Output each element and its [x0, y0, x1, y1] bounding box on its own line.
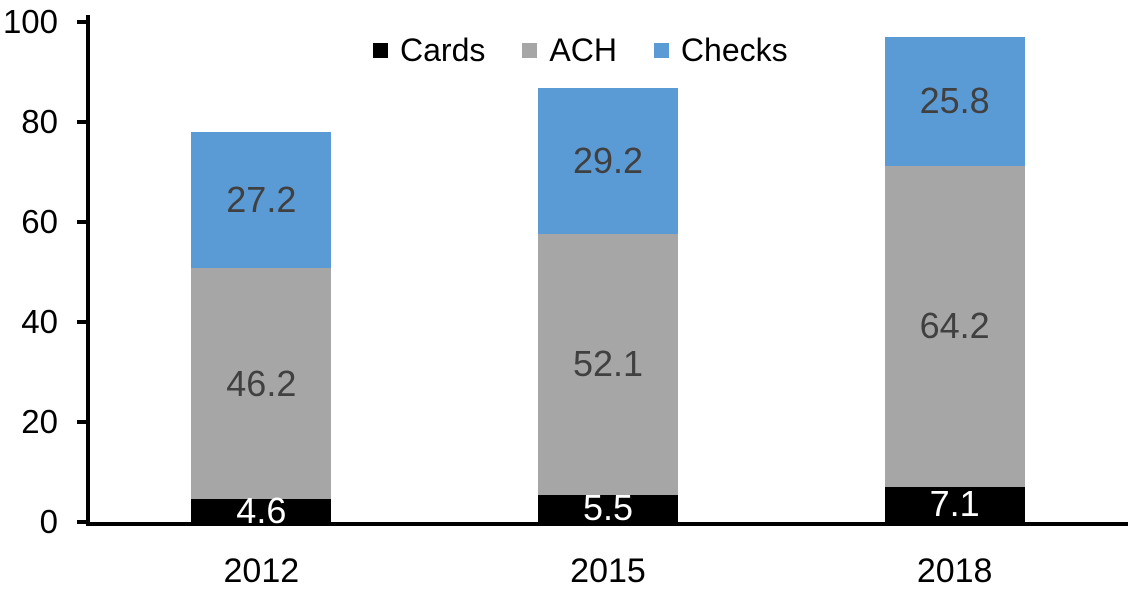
legend-swatch-icon [522, 42, 538, 58]
data-label-cards-2015: 5.5 [582, 487, 634, 529]
y-axis-label-80: 80 [21, 103, 58, 140]
y-axis-line [86, 15, 90, 526]
bar-segment-cards-2015 [538, 494, 678, 522]
bar-segment-checks-2018 [884, 36, 1025, 166]
x-axis-line [86, 522, 1128, 526]
data-label-cards-2012: 4.6 [236, 489, 287, 531]
data-label-ach-2015: 52.1 [572, 343, 644, 385]
x-axis-label-2015: 2015 [570, 552, 646, 590]
legend-swatch-icon [653, 42, 669, 58]
y-axis-label-0: 0 [39, 503, 58, 540]
bar-segment-cards-2012 [191, 499, 332, 522]
legend: Cards ACH Checks [373, 33, 788, 67]
legend-swatch-icon [373, 42, 388, 58]
bar-segment-ach-2015 [538, 234, 678, 495]
bar-segment-checks-2012 [191, 132, 332, 268]
bar-segment-ach-2012 [191, 268, 332, 499]
legend-item-checks: Checks [653, 32, 788, 68]
x-axis-label-2012: 2012 [223, 552, 300, 590]
data-label-checks-2012: 27.2 [226, 179, 297, 220]
y-axis-label-100: 100 [2, 3, 58, 40]
y-axis-tick-100 [77, 20, 88, 24]
y-axis-tick-60 [77, 220, 88, 224]
y-axis-tick-40 [77, 320, 88, 324]
bar-segment-checks-2015 [538, 88, 678, 234]
y-axis-tick-80 [77, 120, 88, 124]
data-label-checks-2018: 25.8 [919, 80, 990, 121]
data-label-ach-2018: 64.2 [919, 305, 990, 346]
y-axis-tick-20 [77, 420, 88, 424]
data-label-cards-2018: 7.1 [929, 483, 980, 525]
bar-segment-ach-2018 [884, 165, 1025, 487]
legend-label: Cards [400, 32, 486, 68]
y-axis-label-20: 20 [21, 403, 58, 440]
data-label-checks-2015: 29.2 [572, 140, 644, 181]
legend-label: ACH [549, 32, 617, 68]
y-axis-label-40: 40 [21, 303, 58, 340]
legend-label: Checks [680, 32, 788, 68]
data-label-ach-2012: 46.2 [226, 362, 297, 404]
legend-item-cards: Cards [373, 33, 485, 67]
y-axis-tick-0 [77, 520, 88, 524]
x-axis-label-2018: 2018 [916, 552, 993, 590]
y-axis-label-60: 60 [21, 203, 58, 240]
bar-segment-cards-2018 [884, 486, 1025, 522]
legend-item-ach: ACH [522, 33, 617, 67]
